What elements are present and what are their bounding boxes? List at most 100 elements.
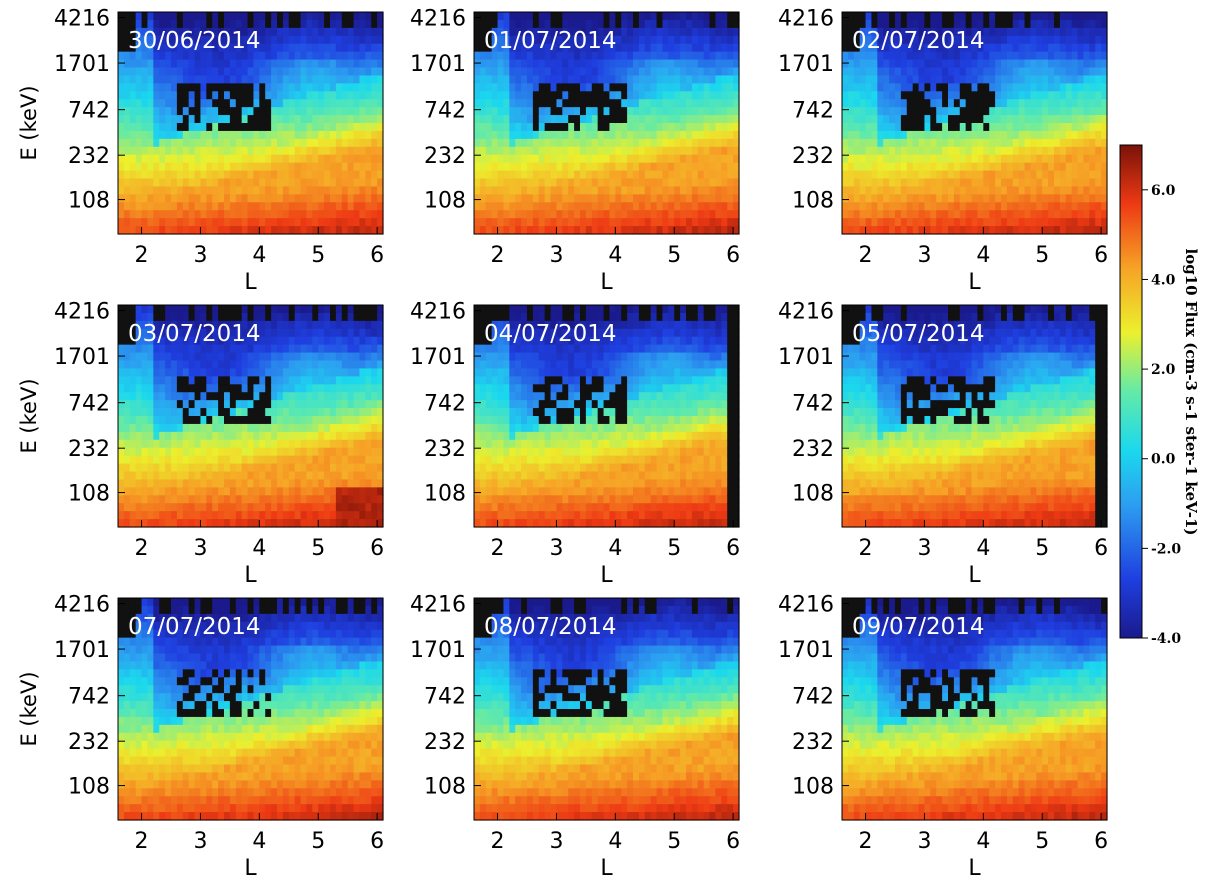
heatmap-cell <box>853 226 861 235</box>
heatmap-cell <box>353 360 361 370</box>
heatmap-cell <box>288 67 296 77</box>
heatmap-cell <box>580 67 587 77</box>
heatmap-cell <box>212 463 219 473</box>
heatmap-cell <box>989 115 996 124</box>
heatmap-cell <box>615 123 622 132</box>
heatmap-cell <box>347 154 355 164</box>
heatmap-cell <box>503 115 510 124</box>
heatmap-cell <box>1089 218 1096 227</box>
heatmap-cell <box>312 463 319 473</box>
heatmap-cell <box>1042 186 1049 195</box>
heatmap-cell <box>847 107 855 116</box>
heatmap-cell <box>603 154 611 164</box>
heatmap-cell <box>306 368 313 377</box>
heatmap-cell <box>977 43 984 53</box>
heatmap-cell <box>662 35 669 45</box>
heatmap-cell <box>306 115 313 124</box>
heatmap-cell <box>1077 130 1085 140</box>
heatmap-cell <box>930 170 937 180</box>
heatmap-cell <box>153 495 160 504</box>
heatmap-cell <box>118 154 125 164</box>
heatmap-cell <box>674 146 681 156</box>
heatmap-cell <box>300 218 308 227</box>
heatmap-cell <box>989 67 996 77</box>
heatmap-cell <box>1001 99 1008 108</box>
heatmap-cell <box>662 51 669 61</box>
heatmap-cell <box>212 27 219 37</box>
heatmap-cell <box>347 416 355 425</box>
heatmap-cell <box>906 226 914 235</box>
heatmap-cell <box>371 59 378 69</box>
heatmap-cell <box>709 12 717 21</box>
heatmap-cell <box>159 186 166 195</box>
heatmap-cell <box>253 99 260 108</box>
heatmap-cell <box>353 408 361 417</box>
heatmap-cell <box>312 336 319 346</box>
heatmap-cell <box>674 107 681 116</box>
heatmap-cell <box>562 83 569 92</box>
heatmap-cell <box>335 360 343 370</box>
heatmap-cell <box>686 27 693 37</box>
heatmap-cell <box>129 495 137 504</box>
heatmap-cell <box>135 226 143 235</box>
heatmap-cell <box>159 226 166 235</box>
heatmap-cell <box>633 226 640 235</box>
heatmap-cell <box>335 511 343 520</box>
x-tick-label: 5 <box>311 243 325 268</box>
heatmap-cell <box>1042 130 1049 140</box>
heatmap-cell <box>353 352 361 362</box>
x-tick-label: 6 <box>726 243 740 268</box>
heatmap-cell <box>989 75 996 84</box>
heatmap-cell <box>194 194 202 203</box>
heatmap-cell <box>229 51 237 61</box>
heatmap-cell <box>141 51 149 61</box>
heatmap-cell <box>1083 162 1090 172</box>
heatmap-cell <box>306 35 313 45</box>
heatmap-cell <box>1018 43 1026 53</box>
heatmap-cell <box>371 202 378 211</box>
heatmap-cell <box>948 99 955 108</box>
heatmap-cell <box>959 12 967 21</box>
heatmap-cell <box>733 130 740 140</box>
heatmap-cell <box>532 186 540 195</box>
heatmap-cell <box>691 59 699 69</box>
heatmap-cell <box>141 439 149 449</box>
heatmap-cell <box>282 75 290 84</box>
heatmap-cell <box>691 154 699 164</box>
heatmap-cell <box>153 455 160 465</box>
heatmap-cell <box>176 471 184 481</box>
heatmap-cell <box>129 447 137 457</box>
heatmap-cell <box>206 392 213 401</box>
heatmap-cell <box>253 352 260 362</box>
heatmap-cell <box>859 170 867 180</box>
heatmap-cell <box>550 107 558 116</box>
heatmap-cell <box>277 352 284 362</box>
heatmap-cell <box>889 154 896 164</box>
heatmap-cell <box>650 75 658 84</box>
heatmap-cell <box>135 178 143 188</box>
heatmap-cell <box>188 495 196 504</box>
heatmap-cell <box>971 35 979 45</box>
heatmap-cell <box>977 186 984 195</box>
heatmap-cell <box>953 51 961 61</box>
heatmap-cell <box>656 75 664 84</box>
heatmap-cell <box>165 344 172 354</box>
heatmap-cell <box>324 336 331 346</box>
heatmap-cell <box>686 218 693 227</box>
heatmap-cell <box>1042 162 1049 172</box>
heatmap-cell <box>324 305 331 314</box>
heatmap-cell <box>1095 27 1102 37</box>
heatmap-cell <box>633 91 640 100</box>
heatmap-cell <box>1077 202 1085 211</box>
heatmap-cell <box>324 99 331 108</box>
heatmap-cell <box>597 91 605 100</box>
heatmap-cell <box>889 162 896 172</box>
heatmap-cell <box>615 51 622 61</box>
heatmap-cell <box>271 202 278 211</box>
heatmap-cell <box>1071 107 1079 116</box>
heatmap-cell <box>218 447 225 457</box>
heatmap-cell <box>300 312 308 322</box>
heatmap-cell <box>1018 51 1026 61</box>
heatmap-cell <box>912 67 920 77</box>
heatmap-cell <box>353 75 361 84</box>
